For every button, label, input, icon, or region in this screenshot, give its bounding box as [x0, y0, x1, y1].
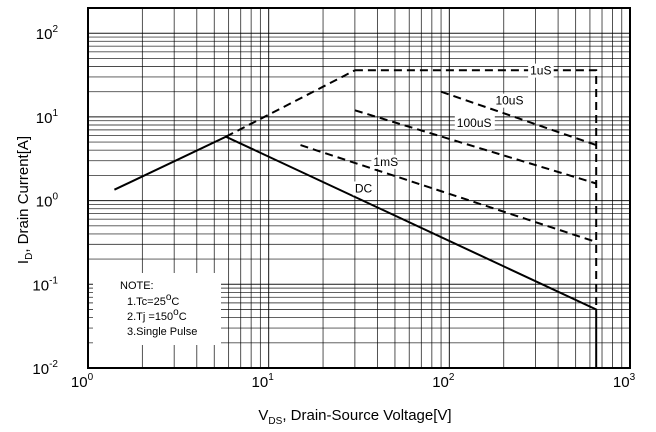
series-label-1ms: 1mS: [373, 155, 398, 169]
y-axis-title: ID, Drain Current[A]: [15, 136, 35, 264]
series-label-bg: [493, 93, 527, 108]
series-line-10us: [440, 90, 597, 147]
series-label-bg: [371, 154, 398, 169]
series-label-10us: 10uS: [495, 94, 523, 108]
plot-frame: [87, 7, 631, 369]
series-label-1us: 1uS: [530, 64, 551, 78]
x-tick-label: 101: [252, 372, 275, 391]
series-line-limit-5: [225, 69, 356, 138]
series-label-bg: [352, 181, 372, 196]
series-line-1us: [354, 69, 598, 310]
series-label-dc: DC: [355, 181, 373, 195]
y-tick-label: 10-2: [32, 359, 58, 378]
x-tick-label: 100: [71, 372, 94, 391]
series-group: [113, 69, 598, 368]
series-line-1ms: [300, 144, 597, 243]
series-line-100us: [354, 109, 597, 185]
x-tick-label: 103: [613, 372, 636, 391]
x-tick-label: 102: [432, 372, 455, 391]
note-box: NOTE: 1.Tc=25oC 2.Tj =150oC 3.Single Pul…: [93, 273, 221, 345]
x-tick-labels: 100 101 102 103: [71, 372, 636, 391]
grid: [87, 7, 630, 369]
note-item-2: 2.Tj =150oC: [127, 307, 187, 323]
series-label-100us: 100uS: [457, 116, 492, 130]
note-item-3: 3.Single Pulse: [127, 326, 197, 338]
series-label-bg: [454, 115, 495, 130]
note-title: NOTE:: [120, 280, 154, 292]
series-line-dc: [113, 135, 598, 368]
y-tick-label: 102: [36, 24, 59, 43]
y-tick-label: 101: [36, 108, 59, 127]
x-axis-title: VDS, Drain-Source Voltage[V]: [258, 407, 451, 427]
y-tick-label: 10-1: [32, 275, 58, 294]
note-item-1: 1.Tc=25oC: [127, 292, 179, 308]
y-tick-label: 100: [36, 192, 59, 211]
y-tick-labels: 10-2 10-1 100 101 102: [32, 24, 58, 378]
series-label-bg: [528, 63, 554, 78]
